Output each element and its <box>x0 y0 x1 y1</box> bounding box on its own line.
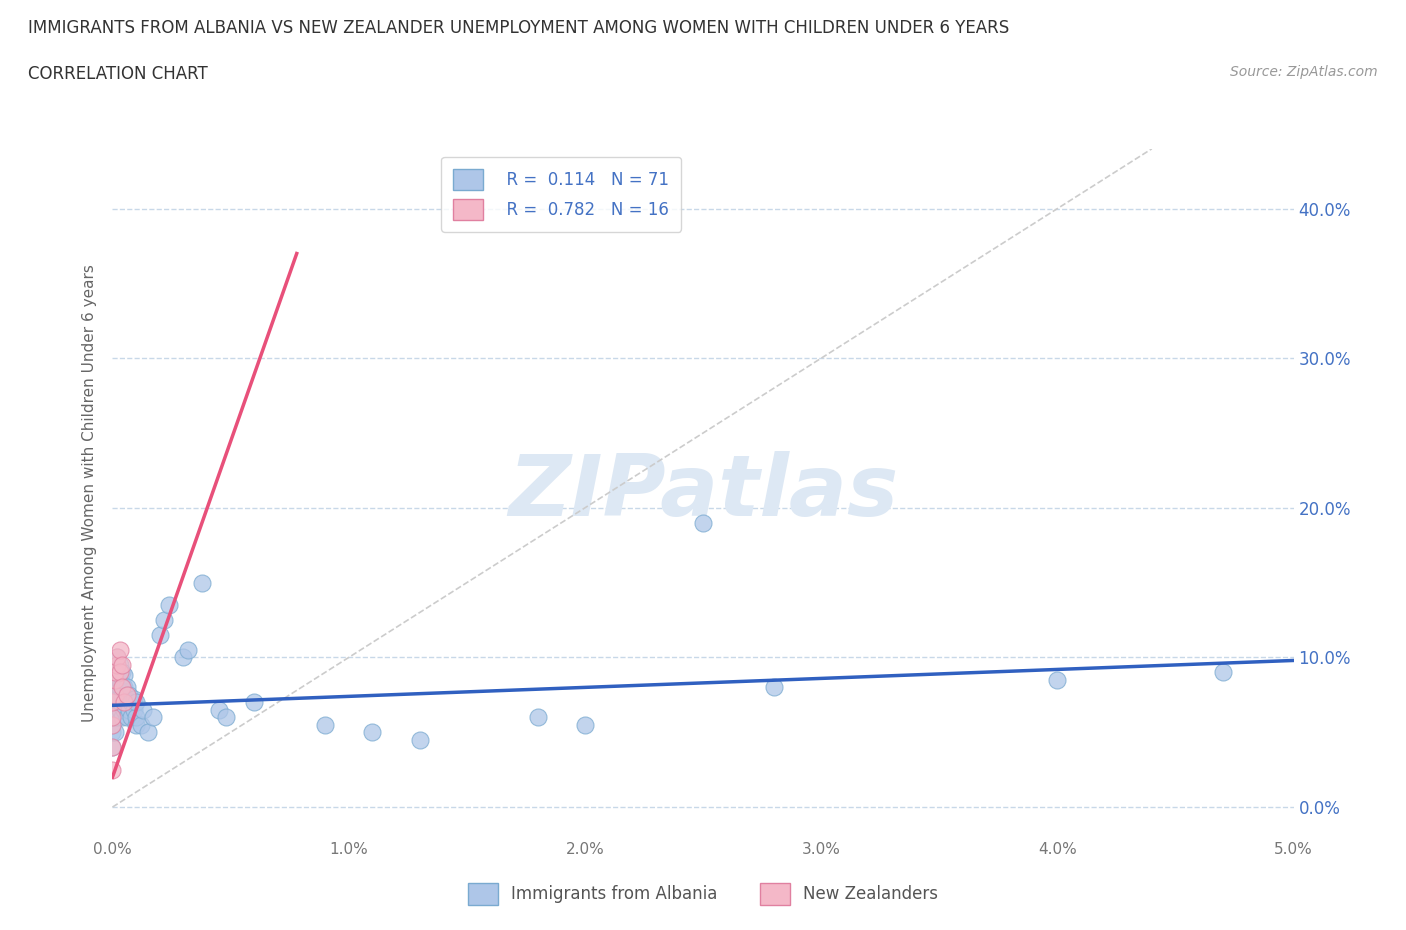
Point <box>1212 665 1234 680</box>
Point <box>115 680 138 695</box>
Point <box>125 710 148 724</box>
Point <box>105 650 128 665</box>
Point <box>104 724 127 739</box>
Point <box>104 672 127 687</box>
Point <box>153 613 176 628</box>
Point <box>111 687 134 702</box>
Point <box>101 702 124 717</box>
Point <box>208 702 231 717</box>
Point <box>105 695 128 710</box>
Point <box>157 598 180 613</box>
Point <box>105 702 128 717</box>
Point <box>105 658 128 672</box>
Point <box>112 668 135 683</box>
Point <box>108 658 131 672</box>
Point <box>101 687 124 702</box>
Point <box>574 717 596 732</box>
Point <box>101 763 124 777</box>
Point <box>104 672 127 687</box>
Point <box>111 710 134 724</box>
Point <box>408 732 430 747</box>
Point <box>132 702 155 717</box>
Point <box>115 695 138 710</box>
Point <box>108 672 131 687</box>
Point <box>105 687 128 702</box>
Point <box>762 680 785 695</box>
Point <box>177 643 200 658</box>
Point <box>111 677 134 692</box>
Point <box>104 687 127 702</box>
Point <box>361 724 384 739</box>
Point <box>108 680 131 695</box>
Point <box>215 710 238 724</box>
Point <box>129 717 152 732</box>
Point <box>108 665 131 680</box>
Point <box>314 717 336 732</box>
Point <box>101 695 124 710</box>
Point <box>111 658 134 672</box>
Point <box>105 665 128 680</box>
Point <box>104 695 127 710</box>
Point <box>112 692 135 707</box>
Point <box>101 717 124 732</box>
Text: IMMIGRANTS FROM ALBANIA VS NEW ZEALANDER UNEMPLOYMENT AMONG WOMEN WITH CHILDREN : IMMIGRANTS FROM ALBANIA VS NEW ZEALANDER… <box>28 19 1010 36</box>
Point <box>108 687 131 702</box>
Point <box>104 665 127 680</box>
Point <box>692 515 714 530</box>
Point <box>526 710 548 724</box>
Point <box>243 695 266 710</box>
Point <box>111 698 134 712</box>
Point <box>108 695 131 710</box>
Point <box>101 739 124 754</box>
Point <box>101 680 124 695</box>
Point <box>108 702 131 717</box>
Point <box>112 695 135 710</box>
Point <box>122 702 145 717</box>
Point <box>101 710 124 724</box>
Text: CORRELATION CHART: CORRELATION CHART <box>28 65 208 83</box>
Point <box>142 710 165 724</box>
Point <box>118 687 141 702</box>
Point <box>111 680 134 695</box>
Point <box>111 665 134 680</box>
Point <box>136 724 159 739</box>
Point <box>101 724 124 739</box>
Point <box>118 702 141 717</box>
Legend: Immigrants from Albania, New Zealanders: Immigrants from Albania, New Zealanders <box>461 876 945 911</box>
Point <box>125 717 148 732</box>
Point <box>105 710 128 724</box>
Point <box>105 650 128 665</box>
Point <box>112 680 135 695</box>
Point <box>122 692 145 707</box>
Text: Source: ZipAtlas.com: Source: ZipAtlas.com <box>1230 65 1378 79</box>
Point <box>172 650 194 665</box>
Point <box>120 710 142 724</box>
Y-axis label: Unemployment Among Women with Children Under 6 years: Unemployment Among Women with Children U… <box>82 264 97 722</box>
Point <box>120 695 142 710</box>
Point <box>101 695 124 710</box>
Point <box>101 739 124 754</box>
Point <box>104 702 127 717</box>
Point <box>105 680 128 695</box>
Text: ZIPatlas: ZIPatlas <box>508 451 898 535</box>
Point <box>115 687 138 702</box>
Point <box>125 695 148 710</box>
Point <box>101 717 124 732</box>
Point <box>115 710 138 724</box>
Point <box>191 576 214 591</box>
Point <box>108 643 131 658</box>
Point <box>104 710 127 724</box>
Point <box>112 702 135 717</box>
Point <box>1046 672 1069 687</box>
Point <box>104 687 127 702</box>
Point <box>149 628 172 643</box>
